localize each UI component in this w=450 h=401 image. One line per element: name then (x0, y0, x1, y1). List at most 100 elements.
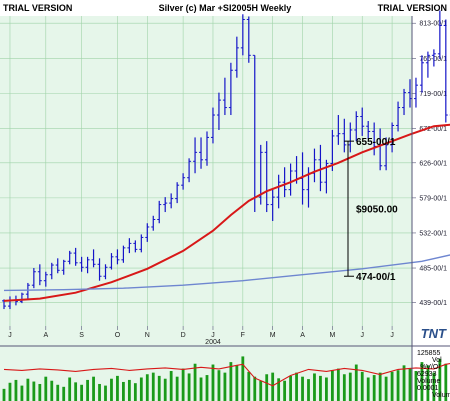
volume-label: %V/OI (420, 364, 440, 371)
x-tick-label: J (8, 332, 12, 339)
moving-average-slow (3, 254, 450, 292)
x-tick-label: S (79, 332, 84, 339)
volume-bar (259, 380, 263, 401)
x-tick-label: O (115, 332, 121, 339)
volume-bar (80, 384, 84, 401)
volume-bar (74, 382, 78, 401)
volume-bar (110, 378, 113, 401)
chart-title: Silver (c) Mar +SI2005H Weekly (159, 3, 292, 13)
volume-bar (187, 373, 191, 401)
x-tick-label: M (329, 332, 335, 339)
volume-bar (295, 372, 298, 401)
x-axis: JASONDJFMAMJJ20042005 (8, 326, 394, 346)
lower-price-label: 474-00/1 (356, 272, 396, 283)
volume-bar (283, 380, 287, 401)
volume-bar (330, 370, 334, 401)
y-tick-label: 579-00/1 (419, 195, 447, 202)
volume-bar (241, 356, 245, 401)
volume-bar (38, 383, 42, 401)
year-label: 2004 (205, 339, 221, 346)
volume-bar (408, 368, 412, 401)
volume-bar (313, 373, 316, 401)
volume-bar (193, 363, 197, 401)
volume-bar (68, 377, 72, 401)
volume-bar (104, 385, 107, 401)
x-tick-label: J (211, 332, 215, 339)
volume-label: 62933 (417, 371, 437, 378)
header-right-text: TRIAL VERSION (378, 3, 447, 13)
moving-averages (3, 123, 450, 302)
volume-bar (50, 380, 54, 401)
oscillator-polyline (3, 363, 450, 387)
oscillator-line (3, 363, 450, 387)
upper-price-label: 655-00/1 (356, 137, 396, 148)
volume-bar (8, 382, 12, 401)
y-tick-label: 439-00/1 (419, 300, 447, 307)
volume-bar (199, 377, 203, 401)
volume-bar (14, 379, 18, 401)
volume-bar (127, 379, 131, 401)
volume-bar (86, 379, 89, 401)
header-left-text: TRIAL VERSION (3, 3, 72, 13)
tnt-watermark: TNT (421, 326, 447, 341)
volume-bar (211, 364, 215, 401)
volume-bar (366, 377, 370, 401)
volume-bar (348, 372, 352, 401)
volume-bar (342, 374, 346, 401)
volume-bar (378, 372, 382, 401)
volume-bar (235, 365, 239, 401)
volume-label: 125855 (417, 350, 440, 357)
volume-bar (229, 362, 233, 401)
volume-label: Volume (432, 392, 450, 399)
y-tick-label: 766-00/1 (419, 56, 447, 63)
y-tick-label: 672-00/1 (419, 126, 447, 133)
y-tick-label: 485-00/1 (419, 266, 447, 273)
volume-bar (319, 375, 322, 401)
volume-bar (56, 384, 60, 401)
y-tick-label: 719-00/1 (419, 91, 447, 98)
volume-bar (271, 372, 275, 401)
volume-bar (20, 385, 24, 401)
volume-bar (390, 371, 394, 401)
volume-bar (32, 381, 36, 401)
volume-bar (169, 371, 173, 401)
volume-bar (253, 376, 257, 401)
volume-bar (396, 370, 400, 401)
volume-bar (98, 383, 101, 401)
volume-bar (372, 375, 376, 401)
volume-bar (444, 363, 448, 401)
volume-bar (301, 376, 304, 401)
x-tick-label: J (390, 332, 394, 339)
header-band (0, 0, 450, 16)
volume-bars (2, 356, 448, 401)
volume-bar (414, 371, 418, 401)
volume-bar (360, 371, 364, 401)
y-tick-label: 626-00/1 (419, 160, 447, 167)
volume-bar (432, 372, 436, 401)
volume-bar (145, 374, 149, 401)
volume-bar (289, 375, 292, 401)
volume-bar (325, 377, 328, 401)
volume-bar (62, 386, 66, 401)
volume-bar (384, 376, 388, 401)
volume-bar (420, 362, 424, 401)
volume-bar (157, 375, 161, 401)
x-tick-label: A (300, 332, 305, 339)
x-tick-label: D (181, 332, 186, 339)
volume-bar (2, 388, 6, 401)
volume-bar (163, 378, 167, 401)
range-value-label: $9050.00 (356, 205, 398, 216)
x-tick-label: N (145, 332, 150, 339)
volume-bar (26, 378, 30, 401)
x-tick-label: F (241, 332, 245, 339)
volume-bar (247, 371, 251, 401)
price-annotations: 655-00/1 474-00/1 $9050.00 (344, 137, 398, 283)
price-panel (0, 16, 412, 326)
volume-bar (133, 383, 137, 401)
y-axis: 813-00/1 766-00/1 719-00/1 672-00/1 626-00/1… (412, 21, 447, 307)
volume-bar (139, 377, 143, 401)
volume-bar (426, 365, 430, 401)
volume-label: 0.0001 (417, 385, 439, 392)
